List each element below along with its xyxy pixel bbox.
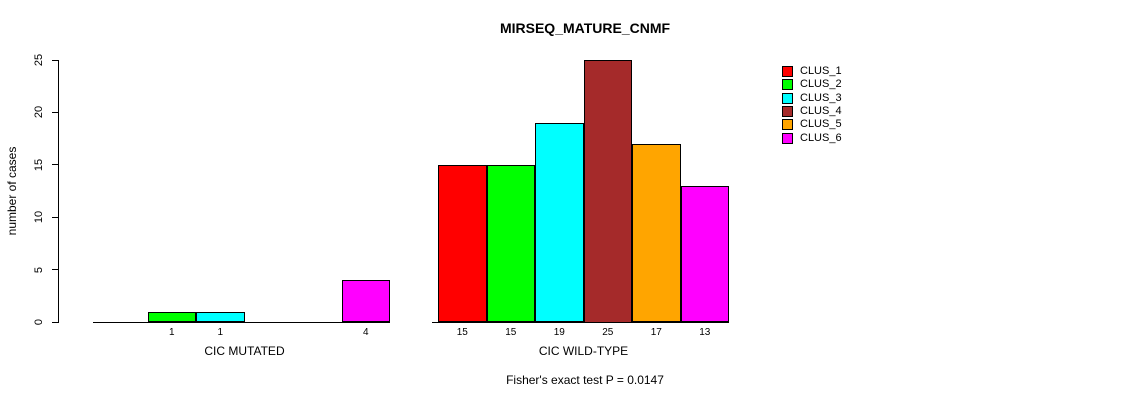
bar-value-label: 4 xyxy=(362,327,369,338)
chart-title: MIRSEQ_MATURE_CNMF xyxy=(499,20,671,36)
legend-item-label: CLUS_1 xyxy=(800,65,842,78)
legend-item-label: CLUS_6 xyxy=(800,131,842,144)
bar xyxy=(196,311,245,323)
legend: CLUS_1 CLUS_2 CLUS_3 CLUS_4 CLUS_5 CLUS_6 xyxy=(782,65,842,145)
bar-value-label: 13 xyxy=(699,327,711,338)
legend-item: CLUS_2 xyxy=(782,78,842,91)
legend-item-label: CLUS_2 xyxy=(800,78,842,91)
bar xyxy=(438,164,487,323)
y-axis-tick xyxy=(52,59,58,61)
legend-item: CLUS_4 xyxy=(782,105,842,118)
bar xyxy=(583,60,632,323)
y-tick-label: 5 xyxy=(33,266,45,273)
bar xyxy=(535,122,584,323)
legend-item: CLUS_6 xyxy=(782,132,842,145)
bar-value-label: 15 xyxy=(505,327,517,338)
legend-item-label: CLUS_3 xyxy=(800,91,842,104)
fisher-test-annotation: Fisher's exact test P = 0.0147 xyxy=(506,373,664,387)
legend-color-swatch xyxy=(782,79,793,91)
legend-item: CLUS_3 xyxy=(782,92,842,105)
bar xyxy=(632,143,681,323)
bar xyxy=(486,164,535,323)
legend-color-swatch xyxy=(782,92,793,104)
legend-color-swatch xyxy=(782,119,793,131)
group-label: CIC MUTATED xyxy=(204,344,285,358)
bar-value-label: 1 xyxy=(168,327,175,338)
y-axis-label: number of cases xyxy=(5,146,19,236)
bar xyxy=(147,311,196,323)
bar-value-label: 15 xyxy=(456,327,468,338)
bar-value-label: 19 xyxy=(553,327,565,338)
bar-value-label: 25 xyxy=(602,327,614,338)
bar xyxy=(341,280,390,323)
legend-color-swatch xyxy=(782,106,793,118)
legend-item: CLUS_1 xyxy=(782,65,842,78)
y-axis-tick xyxy=(52,321,58,323)
legend-color-swatch xyxy=(782,66,793,78)
y-axis-tick xyxy=(52,216,58,218)
y-tick-label: 15 xyxy=(33,158,45,171)
y-axis-tick xyxy=(52,164,58,166)
legend-item-label: CLUS_4 xyxy=(800,105,842,118)
legend-item: CLUS_5 xyxy=(782,118,842,131)
y-axis-line xyxy=(58,60,59,323)
bar-value-label: 1 xyxy=(217,327,224,338)
y-tick-label: 25 xyxy=(33,53,45,67)
y-tick-label: 0 xyxy=(33,318,45,326)
bar xyxy=(680,185,729,323)
legend-color-swatch xyxy=(782,132,793,144)
y-tick-label: 20 xyxy=(33,106,45,119)
group-label: CIC WILD-TYPE xyxy=(538,344,629,358)
y-axis-tick xyxy=(52,269,58,271)
bar-value-label: 17 xyxy=(650,327,662,338)
legend-item-label: CLUS_5 xyxy=(800,118,842,131)
y-axis-tick xyxy=(52,111,58,113)
y-tick-label: 10 xyxy=(33,211,45,224)
